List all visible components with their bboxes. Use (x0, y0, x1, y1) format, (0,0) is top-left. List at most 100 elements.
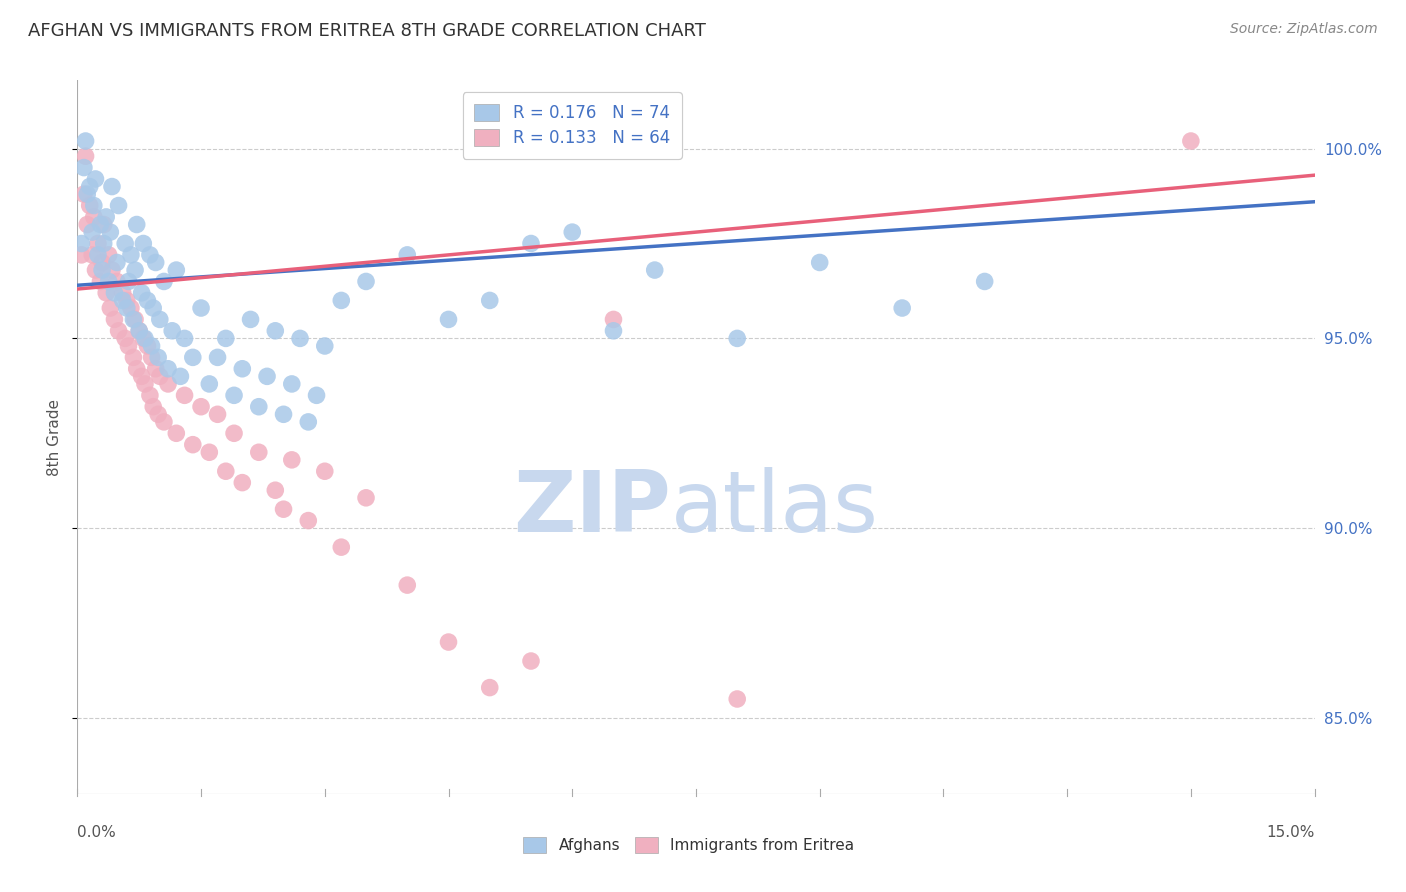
Point (114, 236, 136, 251)
Point (215, 464, 238, 478)
Point (136, 293, 159, 308)
Point (83, 198, 105, 212)
Point (207, 407, 229, 421)
Point (264, 324, 287, 338)
Point (478, 293, 501, 308)
Point (98, 225, 121, 239)
Point (520, 654, 543, 668)
Point (146, 351, 169, 365)
Point (330, 540, 353, 554)
Point (273, 502, 295, 516)
Text: ZIP: ZIP (513, 467, 671, 550)
Point (131, 285, 153, 300)
Point (288, 331, 311, 345)
Point (84, 172, 107, 186)
Point (101, 179, 124, 194)
Point (91, 263, 114, 277)
Point (93, 236, 115, 251)
Point (141, 351, 163, 365)
Point (120, 301, 142, 315)
Point (139, 388, 162, 402)
Point (82, 248, 104, 262)
Point (478, 681, 501, 695)
Point (520, 236, 543, 251)
Point (222, 388, 245, 402)
Point (396, 578, 419, 592)
Point (146, 407, 169, 421)
Point (281, 376, 304, 391)
Point (122, 351, 145, 365)
Point (97, 248, 120, 262)
Point (128, 324, 150, 338)
Point (169, 369, 191, 384)
Point (128, 324, 150, 338)
Text: atlas: atlas (671, 467, 879, 550)
Point (181, 438, 204, 452)
Point (644, 263, 666, 277)
Point (973, 275, 995, 289)
Point (231, 361, 253, 376)
Point (83, 210, 105, 224)
Point (87, 236, 110, 251)
Point (75, 134, 97, 148)
Point (145, 255, 167, 269)
Point (91, 255, 114, 269)
Point (122, 312, 145, 326)
Text: Source: ZipAtlas.com: Source: ZipAtlas.com (1230, 22, 1378, 37)
Point (165, 426, 187, 441)
Point (602, 324, 624, 338)
Point (120, 248, 142, 262)
Point (215, 331, 238, 345)
Point (79, 179, 101, 194)
Point (101, 263, 124, 277)
Text: 15.0%: 15.0% (1267, 825, 1315, 840)
Point (247, 445, 270, 459)
Point (132, 331, 155, 345)
Point (173, 388, 195, 402)
Point (281, 453, 304, 467)
Point (149, 312, 172, 326)
Point (239, 312, 262, 326)
Point (93, 218, 115, 232)
Point (153, 415, 176, 429)
Point (437, 635, 460, 649)
Point (247, 400, 270, 414)
Point (561, 225, 583, 239)
Point (136, 339, 159, 353)
Point (145, 361, 167, 376)
Point (75, 149, 97, 163)
Point (198, 376, 221, 391)
Point (98, 301, 121, 315)
Text: AFGHAN VS IMMIGRANTS FROM ERITREA 8TH GRADE CORRELATION CHART: AFGHAN VS IMMIGRANTS FROM ERITREA 8TH GR… (28, 22, 706, 40)
Point (82, 225, 104, 239)
Point (330, 293, 353, 308)
Point (231, 475, 253, 490)
Point (256, 369, 278, 384)
Point (297, 415, 319, 429)
Point (207, 351, 229, 365)
Point (73, 187, 96, 202)
Point (891, 301, 914, 315)
Point (89, 218, 111, 232)
Point (305, 388, 328, 402)
Point (70, 248, 93, 262)
Point (198, 445, 221, 459)
Point (139, 248, 162, 262)
Point (107, 324, 129, 338)
Point (157, 376, 180, 391)
Point (602, 312, 624, 326)
Point (97, 275, 120, 289)
Point (115, 293, 138, 308)
Point (111, 285, 134, 300)
Point (111, 293, 134, 308)
Point (105, 255, 128, 269)
Point (297, 514, 319, 528)
Point (222, 426, 245, 441)
Point (181, 351, 204, 365)
Point (808, 255, 831, 269)
Point (107, 198, 129, 212)
Point (142, 400, 165, 414)
Point (115, 301, 138, 315)
Point (125, 361, 148, 376)
Point (117, 275, 139, 289)
